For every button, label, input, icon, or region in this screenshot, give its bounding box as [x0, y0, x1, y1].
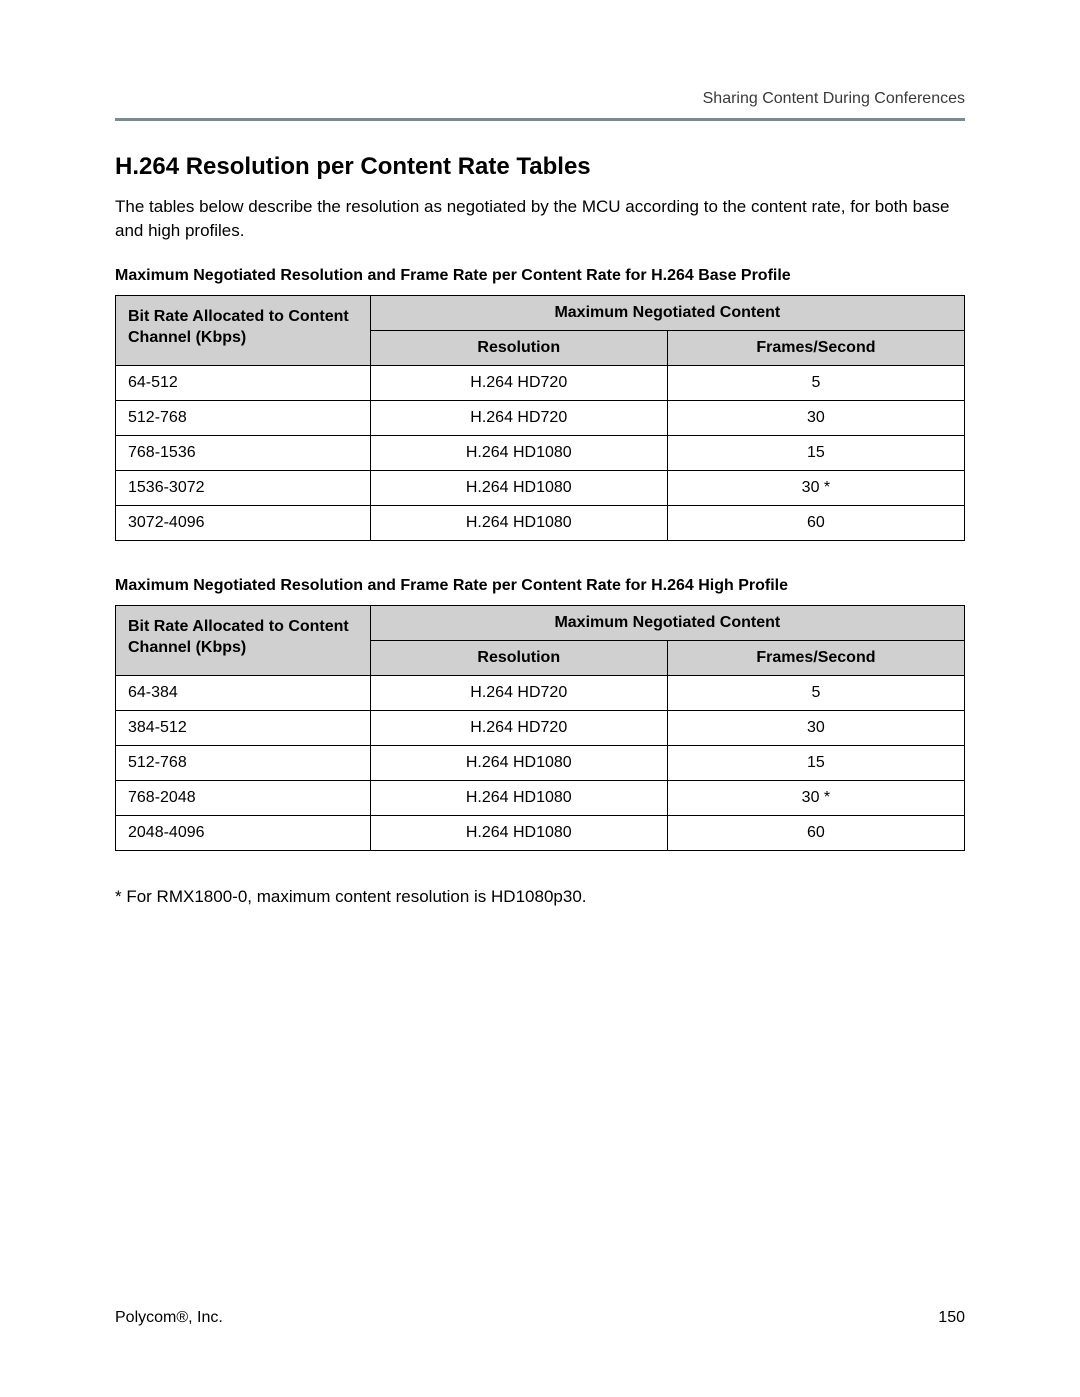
table-b: Bit Rate Allocated to Content Channel (K…	[115, 605, 965, 851]
cell-resolution: H.264 HD720	[370, 400, 667, 435]
footnote: * For RMX1800-0, maximum content resolut…	[115, 887, 965, 907]
cell-resolution: H.264 HD1080	[370, 780, 667, 815]
cell-fps: 15	[667, 435, 964, 470]
table-a-col1-header-line1: Bit Rate Allocated to Content	[128, 308, 349, 325]
cell-fps: 5	[667, 675, 964, 710]
table-a-col2-header: Resolution	[370, 330, 667, 365]
table-row: 1536-3072 H.264 HD1080 30 *	[116, 470, 965, 505]
table-row: 2048-4096 H.264 HD1080 60	[116, 815, 965, 850]
cell-resolution: H.264 HD1080	[370, 470, 667, 505]
cell-fps: 30 *	[667, 780, 964, 815]
table-row: 512-768 H.264 HD720 30	[116, 400, 965, 435]
table-row: 512-768 H.264 HD1080 15	[116, 745, 965, 780]
table-b-caption: Maximum Negotiated Resolution and Frame …	[115, 577, 965, 595]
cell-resolution: H.264 HD1080	[370, 745, 667, 780]
cell-bitrate: 384-512	[116, 710, 371, 745]
cell-bitrate: 3072-4096	[116, 505, 371, 540]
table-row: 768-2048 H.264 HD1080 30 *	[116, 780, 965, 815]
cell-bitrate: 1536-3072	[116, 470, 371, 505]
cell-bitrate: 768-1536	[116, 435, 371, 470]
cell-bitrate: 512-768	[116, 400, 371, 435]
cell-fps: 60	[667, 505, 964, 540]
footer-left: Polycom®, Inc.	[115, 1309, 223, 1327]
table-b-col1-header: Bit Rate Allocated to Content Channel (K…	[116, 605, 371, 675]
table-b-group-header: Maximum Negotiated Content	[370, 605, 964, 640]
table-a-caption: Maximum Negotiated Resolution and Frame …	[115, 267, 965, 285]
section-title: H.264 Resolution per Content Rate Tables	[115, 153, 965, 181]
cell-resolution: H.264 HD720	[370, 710, 667, 745]
cell-fps: 30	[667, 400, 964, 435]
table-a-group-header: Maximum Negotiated Content	[370, 295, 964, 330]
cell-bitrate: 768-2048	[116, 780, 371, 815]
table-a-col1-header: Bit Rate Allocated to Content Channel (K…	[116, 295, 371, 365]
table-a: Bit Rate Allocated to Content Channel (K…	[115, 295, 965, 541]
cell-resolution: H.264 HD1080	[370, 505, 667, 540]
cell-bitrate: 512-768	[116, 745, 371, 780]
table-row: 64-384 H.264 HD720 5	[116, 675, 965, 710]
cell-fps: 15	[667, 745, 964, 780]
table-b-col1-header-line2: Channel (Kbps)	[128, 639, 246, 656]
cell-fps: 60	[667, 815, 964, 850]
table-row: 768-1536 H.264 HD1080 15	[116, 435, 965, 470]
cell-fps: 30	[667, 710, 964, 745]
table-a-col3-header: Frames/Second	[667, 330, 964, 365]
cell-fps: 30 *	[667, 470, 964, 505]
header-rule	[115, 118, 965, 121]
table-row: 3072-4096 H.264 HD1080 60	[116, 505, 965, 540]
cell-resolution: H.264 HD1080	[370, 815, 667, 850]
cell-resolution: H.264 HD720	[370, 365, 667, 400]
table-row: 384-512 H.264 HD720 30	[116, 710, 965, 745]
page-header-section: Sharing Content During Conferences	[115, 90, 965, 118]
footer-page-number: 150	[938, 1309, 965, 1327]
cell-fps: 5	[667, 365, 964, 400]
cell-bitrate: 64-512	[116, 365, 371, 400]
table-a-col1-header-line2: Channel (Kbps)	[128, 329, 246, 346]
intro-paragraph: The tables below describe the resolution…	[115, 195, 965, 243]
table-b-col1-header-line1: Bit Rate Allocated to Content	[128, 618, 349, 635]
cell-resolution: H.264 HD720	[370, 675, 667, 710]
cell-bitrate: 2048-4096	[116, 815, 371, 850]
cell-resolution: H.264 HD1080	[370, 435, 667, 470]
table-b-col2-header: Resolution	[370, 640, 667, 675]
table-row: 64-512 H.264 HD720 5	[116, 365, 965, 400]
table-b-col3-header: Frames/Second	[667, 640, 964, 675]
cell-bitrate: 64-384	[116, 675, 371, 710]
